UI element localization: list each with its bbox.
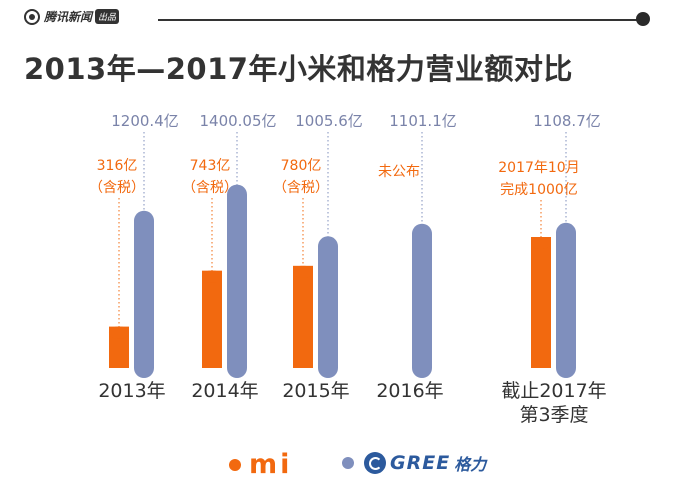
header-divider xyxy=(158,19,640,21)
gree-value-label-2: 1005.6亿 xyxy=(295,112,363,130)
xiaomi-value-label-1-1: （含税） xyxy=(182,180,238,196)
category-label-4-0: 截止2017年 xyxy=(501,380,606,402)
brand: 腾讯新闻 出品 xyxy=(24,8,120,25)
xiaomi-value-label-4-1: 完成1000亿 xyxy=(500,182,578,198)
category-label-2-0: 2015年 xyxy=(282,380,349,402)
xiaomi-bar-cap-0 xyxy=(109,326,129,339)
gree-value-label-3: 1101.1亿 xyxy=(389,112,457,130)
category-label-4-1: 第3季度 xyxy=(519,404,588,426)
xiaomi-bar-4 xyxy=(531,237,551,368)
legend-xiaomi: mi xyxy=(229,451,292,478)
xiaomi-logo: mi xyxy=(249,449,293,480)
legend-xiaomi-swatch xyxy=(229,458,241,471)
brand-badge: 出品 xyxy=(95,9,120,24)
xiaomi-value-label-2-1: （含税） xyxy=(273,180,329,196)
legend-gree: GREE 格力 xyxy=(342,451,486,475)
category-label-0-0: 2013年 xyxy=(98,380,165,402)
xiaomi-value-label-3-0: 未公布 xyxy=(378,164,420,180)
xiaomi-value-label-2-0: 780亿 xyxy=(281,158,322,174)
gree-bar-2 xyxy=(318,236,338,378)
gree-value-label-0: 1200.4亿 xyxy=(111,112,179,130)
header-dot xyxy=(636,12,650,26)
tencent-news-logo-icon xyxy=(24,8,40,25)
gree-bar-1 xyxy=(227,184,247,378)
xiaomi-bar-cap-2 xyxy=(293,265,313,278)
brand-name: 腾讯新闻 xyxy=(44,10,93,24)
xiaomi-value-label-0-1: （含税） xyxy=(89,180,145,196)
gree-logo: GREE xyxy=(390,452,451,474)
gree-value-label-1: 1400.05亿 xyxy=(199,112,276,130)
legend-gree-swatch xyxy=(342,457,354,469)
gree-logo-cn: 格力 xyxy=(454,455,487,474)
gree-bar-4 xyxy=(556,222,576,378)
xiaomi-bar-cap-1 xyxy=(202,270,222,283)
gree-logo-icon xyxy=(364,452,386,474)
xiaomi-value-label-1-0: 743亿 xyxy=(190,158,231,174)
gree-bar-3 xyxy=(412,223,432,378)
xiaomi-value-label-4-0: 2017年10月 xyxy=(498,160,579,176)
xiaomi-bar-1 xyxy=(202,270,222,368)
category-label-1-0: 2014年 xyxy=(191,380,258,402)
gree-bar-0 xyxy=(134,210,154,378)
xiaomi-bar-cap-4 xyxy=(531,237,551,249)
category-label-3-0: 2016年 xyxy=(376,380,443,402)
gree-value-label-4: 1108.7亿 xyxy=(533,112,601,130)
chart-title: 2013年—2017年小米和格力营业额对比 xyxy=(24,52,573,86)
xiaomi-bar-2 xyxy=(293,265,313,368)
page-header: 腾讯新闻 出品 xyxy=(24,6,650,30)
xiaomi-value-label-0-0: 316亿 xyxy=(97,158,138,174)
